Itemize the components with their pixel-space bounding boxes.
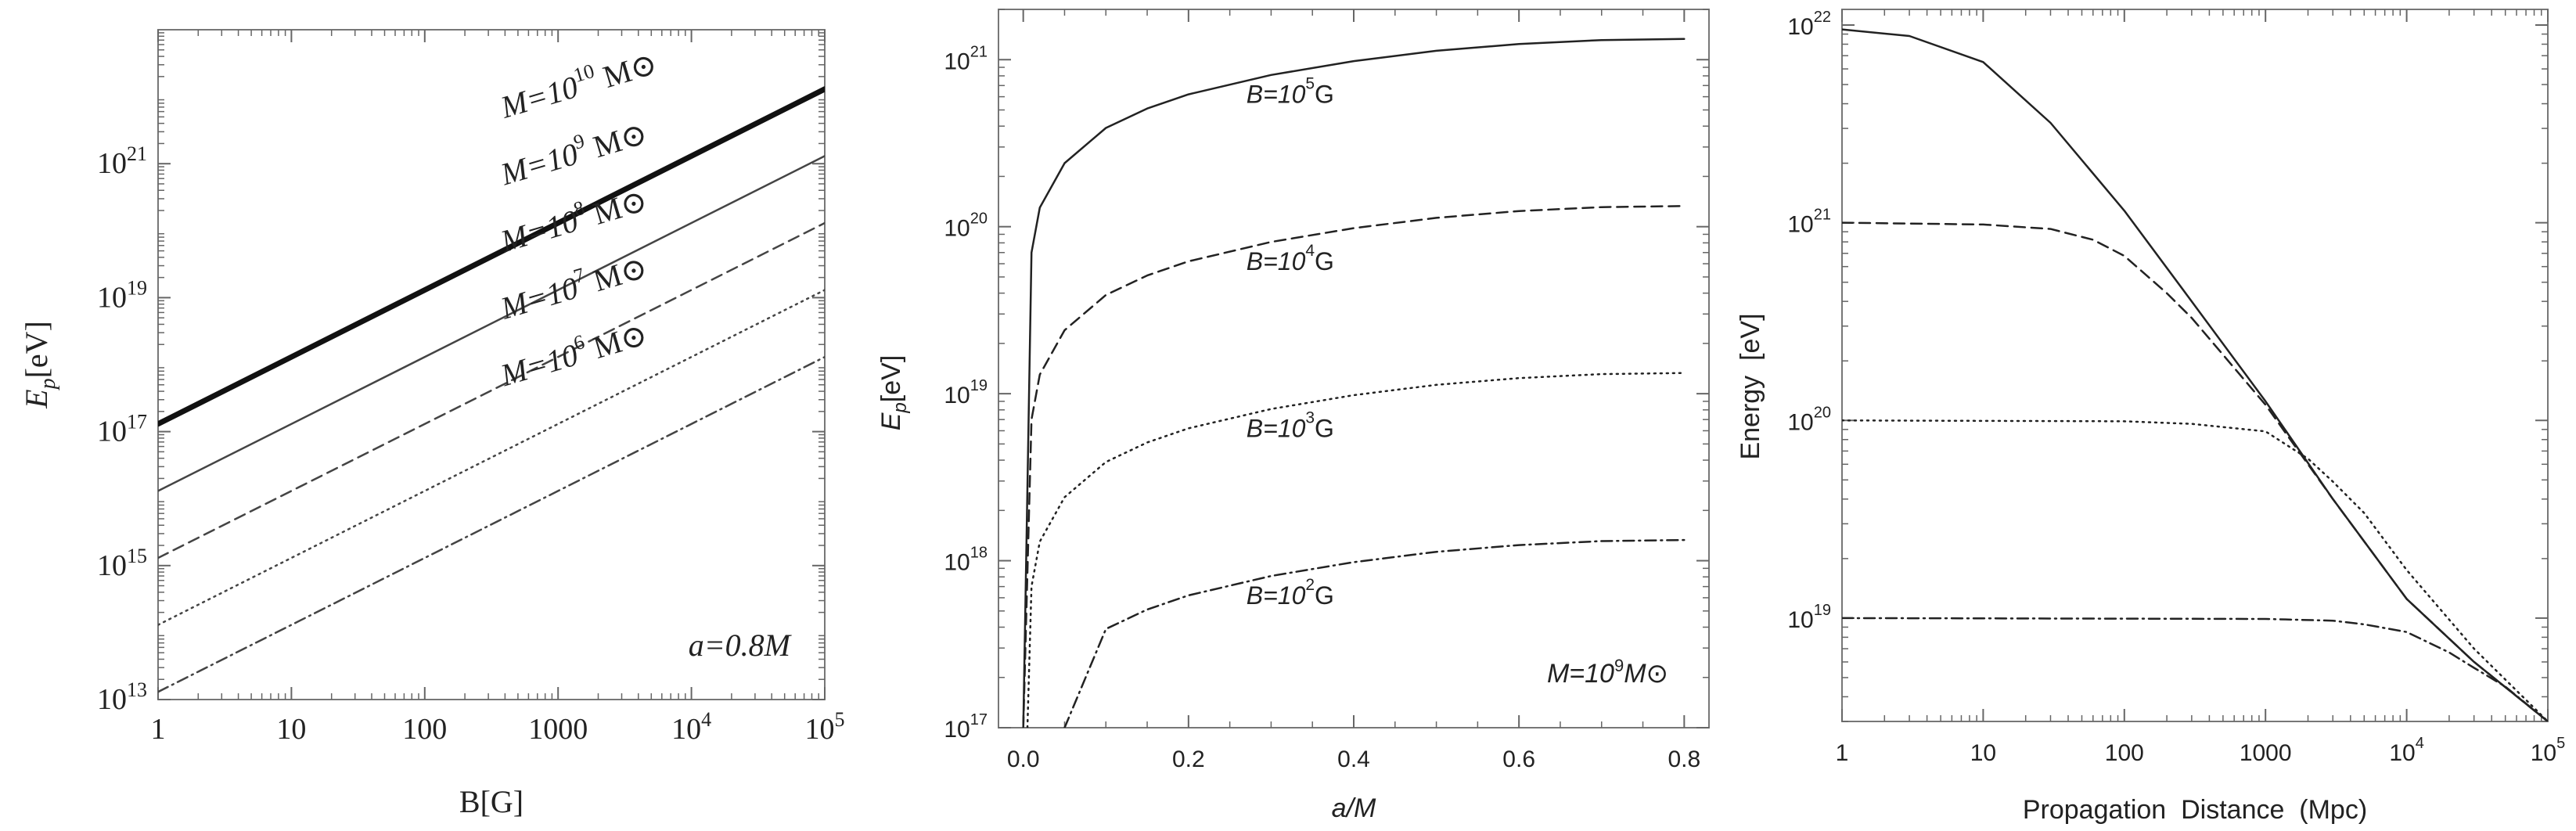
panel-1-series-label: M=106 M⊙ [495,312,651,393]
panel-1-series-label: M=1010 M⊙ [495,41,660,125]
panel-2-plot-frame [998,9,1710,728]
panel-1-series-dashdot-line [158,355,825,693]
panel-2-y-axis-label: Ep[eV] [876,355,911,431]
panel-3-y-tick-label: 1021 [1787,207,1831,238]
panel-1-spin-annotation: a=0.8M [689,628,793,663]
panel-2-series-dashed-line [1022,205,1686,728]
panel-2-mass-annotation: M=109M⊙ [1547,656,1668,689]
panel-3-x-tick-label: 105 [2531,735,2566,766]
panel-2-y-tick-label: 1019 [944,377,988,408]
panel-3-y-tick-label: 1019 [1787,602,1831,633]
panel-2-series-label: B=104G [1247,242,1334,275]
panel-2-series-label: B=105G [1247,75,1334,109]
panel-3-series-dashed-line [1842,221,2548,721]
panel-1-series-dashed-line [158,221,825,559]
panel-3-x-tick-label: 104 [2389,735,2424,766]
panel-3-x-axis-label: Propagation Distance (Mpc) [2023,795,2367,825]
panel-1-x-tick-label: 105 [805,708,845,746]
panel-1-x-axis-label: B[G] [459,784,523,819]
panel-3-x-tick-label: 1 [1836,740,1849,766]
panel-1-chart: 1 10 100 1000 104 105 1013 1015 1017 1019 1021 M=10… [19,29,845,819]
panel-1-series-label: M=108 M⊙ [495,178,651,259]
panel-1-y-tick-label: 1019 [97,276,147,314]
panel-1-x-tick-label: 104 [671,708,711,746]
panel-3-series-dotted-line [1842,419,2548,721]
panel-1-plot-frame [157,29,826,700]
panel-2-x-tick-label: 0.6 [1502,746,1535,772]
panel-1-y-tick-label: 1017 [97,411,147,448]
panel-3-chart: 1 10 100 1000 104 105 1019 1020 1021 1022 Propaga… [1736,9,2565,825]
panel-3-plot-frame [1841,9,2549,722]
panel-2-y-tick-label: 1017 [944,711,988,743]
panel-1-y-tick-label: 1021 [97,142,147,180]
panel-1-y-axis-label: Ep[eV] [19,321,60,409]
panel-2-x-tick-label: 0.4 [1337,746,1370,772]
panel-2-x-tick-label: 0.2 [1172,746,1205,772]
panel-3-x-tick-label: 10 [1970,740,1996,766]
panel-2-series-dashdot-line [1063,538,1686,728]
panel-2-chart: 0.0 0.2 0.4 0.6 0.8 1017 1018 1019 1020 1021 B=105… [876,9,1710,823]
panel-1-series-solid-line [158,155,825,492]
panel-2-series-label: B=103G [1247,409,1334,443]
panel-3-x-tick-label: 1000 [2240,740,2292,766]
panel-1-x-tick-label: 1 [151,713,166,746]
panel-1-x-tick-label: 10 [276,713,306,746]
panel-2-x-tick-label: 0.8 [1668,746,1700,772]
panel-2-series-solid-line [1022,38,1686,728]
panel-2-y-tick-label: 1018 [944,545,988,576]
panel-1-series-label: M=109 M⊙ [495,112,651,192]
panel-3-plot-area: 1 10 100 1000 104 105 1019 1020 1021 1022 [1787,9,2565,766]
panel-3-series-dashdot-line [1842,617,2548,721]
panel-1-series-thick-line [158,86,825,427]
panel-2-y-tick-label: 1021 [944,43,988,74]
panel-3-y-tick-label: 1022 [1787,9,1831,40]
panel-2-series-dotted-line [1026,372,1686,728]
panel-3-y-axis-label: Energy [eV] [1736,313,1765,459]
panel-1-series-dotted-line [158,289,825,626]
panel-1-y-tick-label: 1015 [97,545,147,582]
panel-1-y-tick-label: 1013 [97,678,147,716]
panel-3-x-tick-label: 100 [2105,740,2144,766]
panel-2-series-label: B=102G [1247,576,1334,610]
panel-3-series-solid-line [1842,28,2548,721]
panel-2-x-tick-label: 0.0 [1007,746,1040,772]
panel-1-series-label: M=107 M⊙ [495,246,651,326]
panel-1-x-tick-label: 1000 [528,713,588,746]
panel-2-plot-area: 0.0 0.2 0.4 0.6 0.8 1017 1018 1019 1020 1021 B=105… [944,9,1709,772]
panel-3-y-tick-label: 1020 [1787,404,1831,435]
panel-2-y-tick-label: 1020 [944,210,988,242]
panel-2-x-axis-label: a/M [1332,793,1376,823]
panel-1-x-tick-label: 100 [402,713,447,746]
